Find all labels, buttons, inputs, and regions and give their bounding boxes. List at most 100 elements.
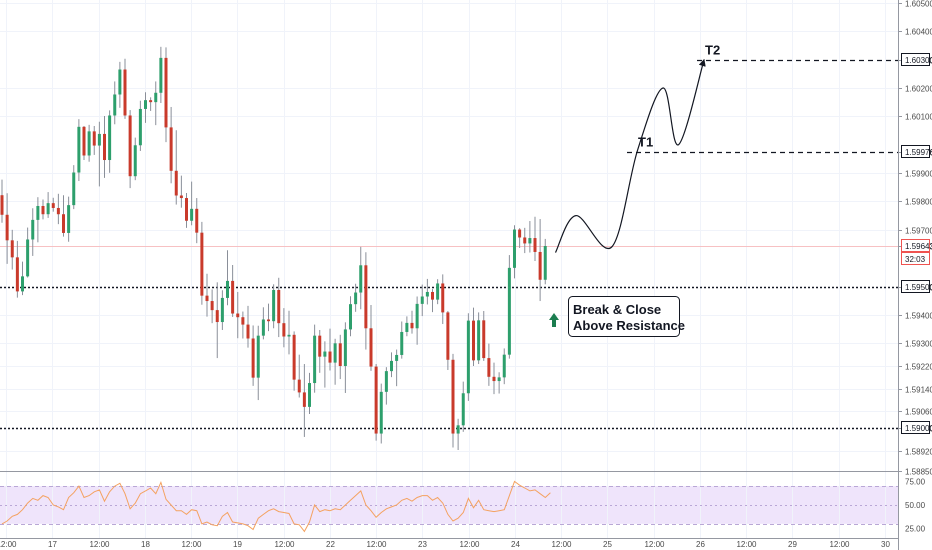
- x-tick-label: 23: [418, 540, 427, 549]
- x-tick-label: 17: [48, 540, 57, 549]
- candle: [246, 305, 250, 348]
- price-tags: 1.60300 1.59976 1.59643 32:03 1.59500 1.59000: [901, 53, 932, 434]
- x-tick-label: 12:00: [274, 540, 295, 549]
- candle: [159, 46, 163, 103]
- x-tick-label: 12:00: [459, 540, 480, 549]
- projection-path: [554, 58, 706, 253]
- candle: [154, 81, 158, 126]
- y-tick-label: 1.59220: [905, 363, 932, 372]
- candle: [405, 316, 409, 337]
- price-tag-label: 1.59500: [905, 283, 932, 292]
- breakout-annotation[interactable]: Break & Close Above Resistance: [568, 296, 686, 337]
- candle: [369, 305, 373, 371]
- candle: [297, 354, 301, 398]
- candle: [200, 221, 204, 305]
- candle: [46, 192, 50, 218]
- candle: [436, 279, 440, 305]
- candle: [359, 246, 363, 310]
- price-tag: 1.59500: [901, 280, 932, 293]
- candle: [267, 303, 270, 332]
- rsi-tick-label: 25.00: [905, 525, 926, 534]
- candle: [31, 208, 35, 256]
- candle: [210, 289, 214, 324]
- candle: [113, 81, 117, 125]
- x-tick-label: 25: [603, 540, 612, 549]
- candle: [395, 349, 399, 387]
- candle: [354, 283, 358, 312]
- candle: [56, 193, 60, 225]
- x-tick-label: 12:00: [181, 540, 202, 549]
- y-tick-label: 1.60200: [905, 85, 932, 94]
- candle: [338, 334, 342, 380]
- candle: [205, 273, 209, 317]
- y-tick-label: 1.60500: [905, 0, 932, 9]
- rsi-line: [1, 480, 551, 533]
- x-tick-label: 12:00: [644, 540, 665, 549]
- main-pane[interactable]: [0, 0, 898, 471]
- candle: [179, 175, 183, 208]
- candle: [241, 311, 245, 339]
- up-arrow-icon: [549, 313, 559, 327]
- candle: [343, 322, 347, 393]
- candle: [72, 165, 76, 210]
- candle: [390, 352, 393, 378]
- candle: [261, 307, 265, 340]
- candle: [236, 291, 240, 339]
- candle: [507, 255, 511, 359]
- y-tick-label: 1.58850: [905, 468, 932, 477]
- x-tick-label: 18: [141, 540, 150, 549]
- candle: [543, 238, 547, 285]
- candle: [410, 310, 414, 334]
- price-tag-label: 1.59000: [905, 424, 932, 433]
- candle: [123, 58, 127, 119]
- y-tick-label: 1.59300: [905, 340, 932, 349]
- candle: [492, 362, 496, 395]
- x-tick-label: 12:00: [829, 540, 850, 549]
- candle: [415, 296, 419, 345]
- candle: [374, 364, 378, 441]
- y-tick-label: 1.58920: [905, 448, 932, 457]
- x-tick-label: 12:00: [551, 540, 572, 549]
- candle: [287, 310, 291, 355]
- candle: [502, 348, 506, 385]
- candle: [379, 383, 383, 444]
- x-tick-label: 19: [233, 540, 242, 549]
- price-tag: 32:03: [901, 252, 930, 265]
- candle: [292, 331, 296, 391]
- candle: [302, 364, 306, 437]
- candle: [513, 225, 516, 279]
- x-tick-label: 24: [511, 540, 520, 549]
- candle: [420, 284, 424, 317]
- y-tick-label: 1.59900: [905, 170, 932, 179]
- candle: [36, 197, 40, 243]
- time-axis[interactable]: 12:00 17 12:00 18 12:00 19 12:00 22 12:00 23 12:00…: [0, 540, 890, 549]
- candle: [15, 240, 19, 298]
- candle: [251, 325, 255, 386]
- y-tick-label: 1.59800: [905, 198, 932, 207]
- candle: [174, 130, 178, 205]
- candle: [349, 296, 352, 337]
- candle: [92, 125, 96, 155]
- x-tick-label: 12:00: [89, 540, 110, 549]
- price-tag-label: 1.59976: [905, 148, 932, 157]
- y-tick-label: 1.59700: [905, 227, 932, 236]
- price-tag: 1.59643: [901, 239, 932, 252]
- candle: [456, 418, 460, 451]
- candle: [282, 308, 286, 348]
- candle: [272, 284, 276, 329]
- candle: [169, 106, 173, 184]
- candle: [472, 307, 475, 367]
- rsi-tick-label: 75.00: [905, 477, 926, 486]
- x-tick-label: 12:00: [366, 540, 387, 549]
- candle: [195, 198, 199, 244]
- candle: [318, 329, 322, 373]
- price-axis[interactable]: 1.60500 1.60400 1.60300 1.60200 1.60100 1.599…: [898, 0, 932, 477]
- candle: [384, 367, 388, 405]
- rsi-axis: 75.00 50.00 25.00: [905, 477, 926, 533]
- candle: [103, 116, 106, 178]
- annotation-line-1: Break & Close: [573, 302, 661, 317]
- candle: [185, 192, 188, 228]
- x-tick-label: 30: [881, 540, 890, 549]
- price-tag: 1.60300: [901, 53, 932, 66]
